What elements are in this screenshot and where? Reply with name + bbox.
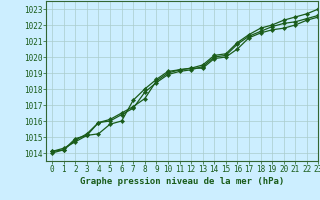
- X-axis label: Graphe pression niveau de la mer (hPa): Graphe pression niveau de la mer (hPa): [80, 177, 284, 186]
